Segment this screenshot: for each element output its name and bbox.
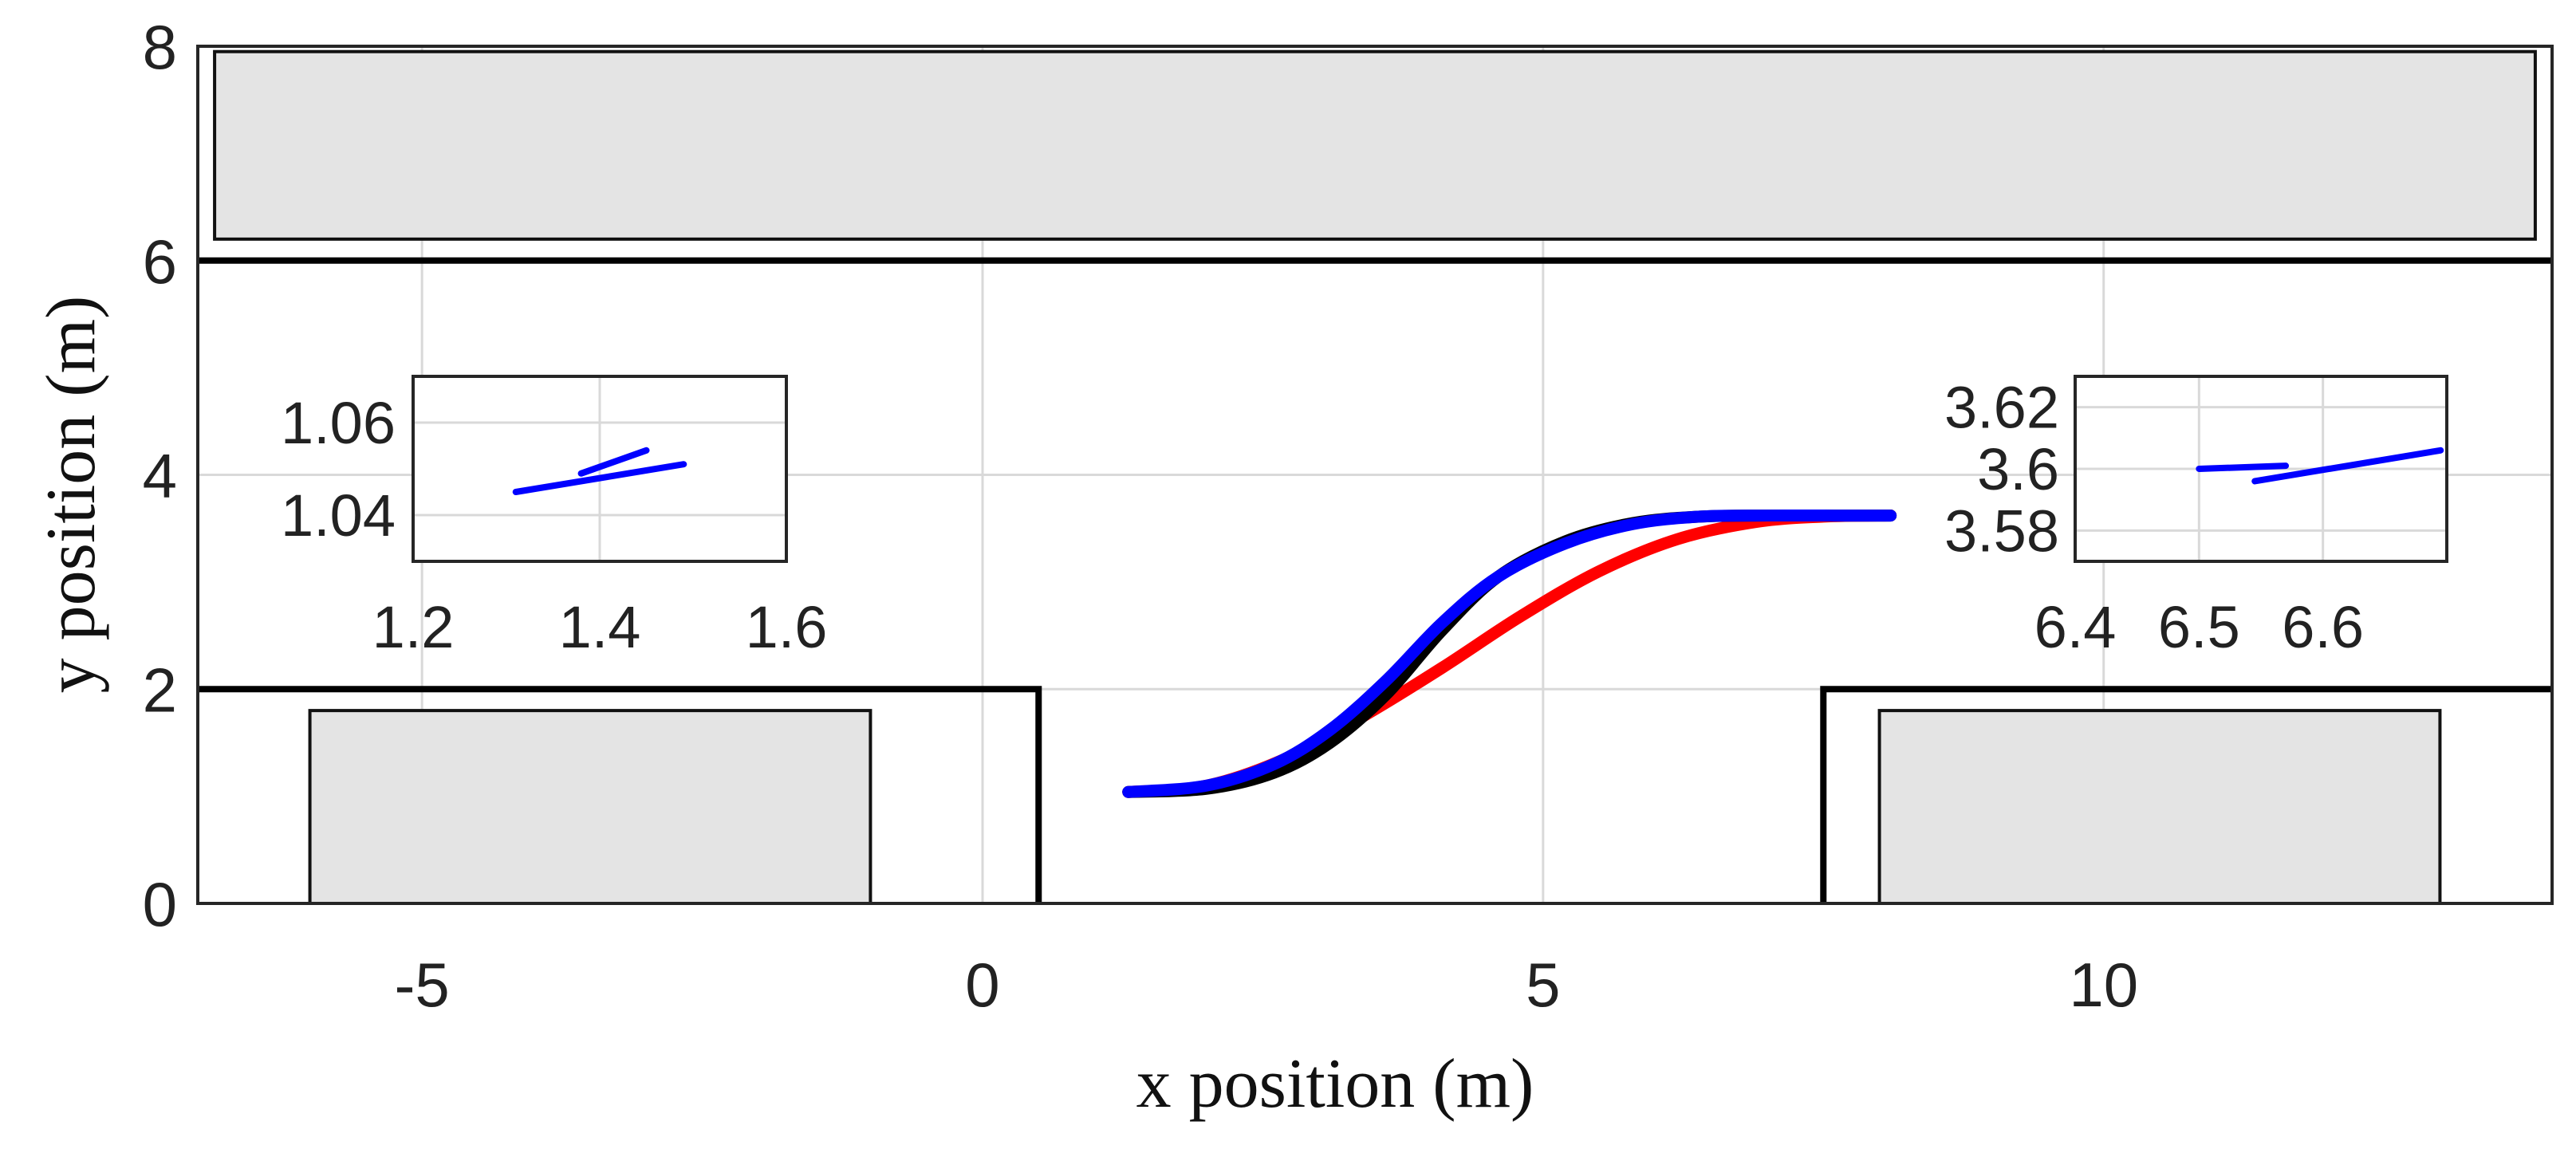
inset-series-line (577, 447, 650, 477)
y-tick-label: 8 (143, 12, 177, 82)
inset-series-line (2196, 462, 2290, 472)
y-tick-label: 0 (143, 869, 177, 939)
inset-2: 6.4 6.5 6.6 3.583.63.62 (1944, 375, 2448, 660)
inset-series-line (512, 461, 687, 495)
obstacle-rect (1877, 709, 2442, 905)
x-tick-labels: -5 0 5 10 (394, 950, 2138, 1020)
y-axis-label: y position (m) (33, 296, 110, 694)
obstacle-rect (308, 709, 872, 905)
plot-frame (196, 45, 2554, 905)
y-tick-label: 2 (143, 655, 177, 725)
inset-series-line (2251, 447, 2444, 485)
obstacle-rect (213, 49, 2537, 241)
y-tick-labels: 0 2 4 6 8 (143, 12, 177, 939)
road-boundary-line (198, 686, 1042, 903)
inset-frame (412, 375, 788, 563)
trajectory-series-3 (1122, 509, 1897, 798)
trajectory-series-1 (1122, 510, 1897, 798)
road-boundary-line (1820, 686, 2552, 903)
x-axis-label: x position (m) (1136, 1045, 1534, 1123)
inset-y-tick-label: 3.62 (1944, 375, 2059, 441)
trajectory-series-2 (1122, 509, 1897, 798)
inset-x-tick-label: 6.4 (2034, 594, 2117, 660)
obstacle-layer (213, 49, 2537, 905)
x-tick-label: 0 (965, 950, 999, 1020)
inset-layer: 1.2 1.4 1.6 1.04 1.06 6.4 6.5 6.6 3.583.63.62 (281, 375, 2448, 660)
y-tick-label: 4 (143, 441, 177, 511)
road-boundary-layer (198, 257, 2552, 903)
series-layer (1122, 509, 1897, 798)
inset-x-tick-label: 1.2 (372, 594, 455, 660)
inset-x-tick-label: 1.6 (746, 594, 828, 660)
inset-x-tick-label: 6.5 (2158, 594, 2240, 660)
inset-frame (2074, 375, 2448, 563)
inset-y-tick-label: 3.6 (1977, 436, 2059, 502)
inset-y-tick-label: 3.58 (1944, 498, 2059, 564)
x-tick-label: -5 (394, 950, 449, 1020)
inset-x-tick-label: 1.4 (559, 594, 641, 660)
y-tick-label: 6 (143, 226, 177, 297)
inset-1: 1.2 1.4 1.6 1.04 1.06 (281, 375, 828, 660)
inset-y-tick-label: 1.04 (281, 482, 396, 549)
x-tick-label: 5 (1526, 950, 1560, 1020)
inset-y-tick-label: 1.06 (281, 390, 396, 456)
x-tick-label: 10 (2069, 950, 2138, 1020)
inset-x-tick-label: 6.6 (2282, 594, 2364, 660)
